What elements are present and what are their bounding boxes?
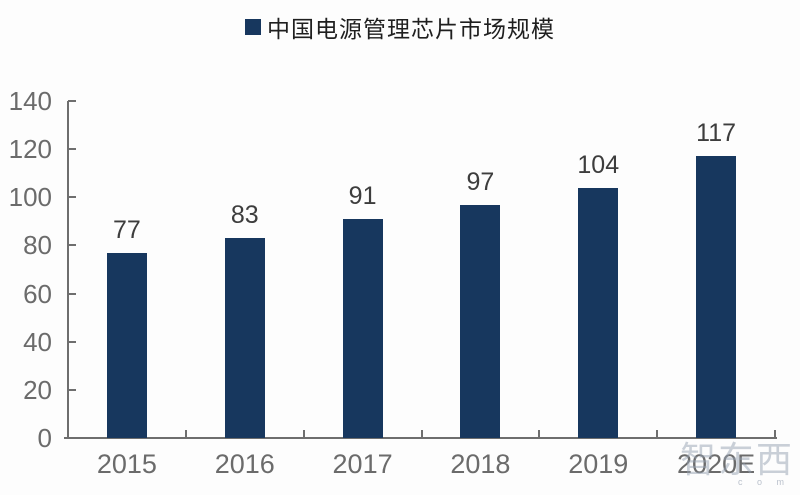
bar-2015 xyxy=(106,252,147,438)
x-axis-label-2015: 2015 xyxy=(96,449,157,479)
y-axis-label-0: 0 xyxy=(37,423,52,453)
y-axis-tick-140 xyxy=(68,100,76,102)
x-axis-label-2018: 2018 xyxy=(450,449,511,479)
y-axis-label-40: 40 xyxy=(23,326,52,357)
x-axis-label-2020E: 2020E xyxy=(677,449,756,479)
x-axis-tick-3 xyxy=(420,430,423,438)
bar-value-2018: 97 xyxy=(466,167,495,196)
y-axis-label-20: 20 xyxy=(23,374,52,405)
legend: 中国电源管理芯片市场规模 xyxy=(0,10,800,44)
x-axis-tick-2 xyxy=(302,430,305,438)
x-axis-tick-5 xyxy=(656,430,659,438)
y-axis-tick-80 xyxy=(68,244,76,247)
bar-value-2017: 91 xyxy=(348,181,377,210)
y-axis-tick-120 xyxy=(68,148,76,151)
bar-value-2019: 104 xyxy=(577,150,620,179)
y-axis-tick-100 xyxy=(68,196,76,199)
x-axis-line xyxy=(64,437,777,439)
bar-2019 xyxy=(578,187,619,438)
y-axis-label-120: 120 xyxy=(8,134,52,165)
bar-2016 xyxy=(224,238,265,438)
x-axis-tick-4 xyxy=(538,430,541,438)
y-axis-tick-20 xyxy=(68,388,76,391)
bar-2018 xyxy=(460,204,501,438)
y-axis-label-140: 140 xyxy=(8,86,52,116)
y-axis-label-80: 80 xyxy=(23,230,52,261)
bar-value-2015: 77 xyxy=(113,215,141,244)
x-axis-tick-1 xyxy=(184,430,187,438)
y-axis-line xyxy=(67,101,69,439)
bar-value-2016: 83 xyxy=(230,201,259,230)
bar-value-2020E: 117 xyxy=(696,119,736,148)
y-axis-tick-60 xyxy=(68,292,76,295)
y-axis-label-60: 60 xyxy=(23,278,52,309)
legend-swatch-icon xyxy=(245,19,261,35)
y-axis-label-100: 100 xyxy=(8,182,52,213)
x-axis-label-2019: 2019 xyxy=(568,449,629,479)
y-axis-tick-40 xyxy=(68,340,76,343)
bar-2017 xyxy=(342,218,383,438)
x-axis-label-2016: 2016 xyxy=(214,449,275,479)
x-axis-tick-6 xyxy=(774,430,776,438)
legend-label: 中国电源管理芯片市场规模 xyxy=(267,16,555,42)
bar-2020E xyxy=(696,156,737,438)
x-axis-label-2017: 2017 xyxy=(332,449,393,479)
